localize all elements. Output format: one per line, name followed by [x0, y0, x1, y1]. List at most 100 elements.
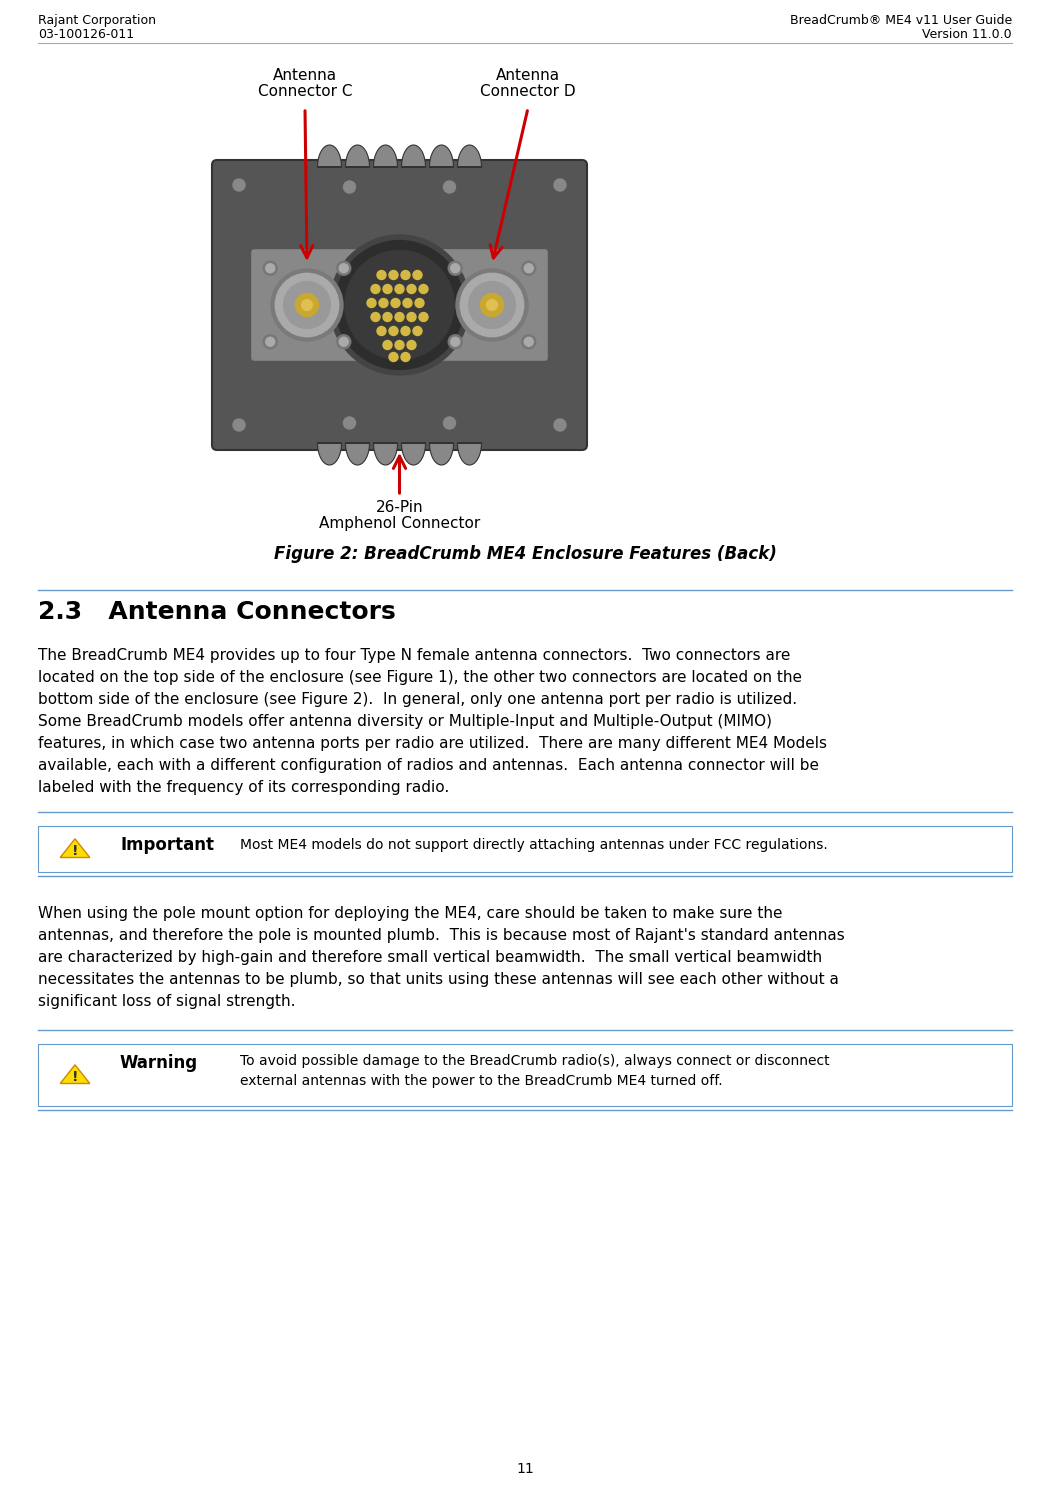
Polygon shape [429, 443, 454, 465]
Polygon shape [345, 443, 370, 465]
Circle shape [401, 327, 410, 335]
Circle shape [383, 285, 392, 294]
Circle shape [330, 236, 469, 376]
Text: BreadCrumb® ME4 v11 User Guide: BreadCrumb® ME4 v11 User Guide [790, 13, 1012, 27]
Circle shape [407, 313, 416, 322]
Circle shape [233, 419, 245, 431]
Circle shape [266, 264, 275, 273]
Circle shape [524, 264, 533, 273]
Circle shape [377, 270, 386, 279]
Text: Antenna: Antenna [273, 69, 337, 83]
Text: !: ! [71, 844, 79, 857]
Polygon shape [60, 839, 90, 857]
Circle shape [337, 335, 351, 349]
Circle shape [448, 261, 462, 276]
Circle shape [371, 313, 380, 322]
Circle shape [337, 261, 351, 276]
FancyBboxPatch shape [212, 160, 587, 450]
Circle shape [388, 270, 398, 279]
Text: Most ME4 models do not support directly attaching antennas under FCC regulations: Most ME4 models do not support directly … [240, 838, 827, 851]
Circle shape [419, 313, 428, 322]
Circle shape [379, 298, 388, 307]
Polygon shape [458, 443, 482, 465]
Circle shape [344, 250, 454, 359]
Circle shape [551, 416, 569, 434]
Circle shape [415, 298, 424, 307]
Text: located on the top side of the enclosure (see Figure 1), the other two connector: located on the top side of the enclosure… [38, 669, 802, 684]
Circle shape [377, 327, 386, 335]
Polygon shape [429, 145, 454, 167]
Polygon shape [401, 145, 425, 167]
Text: external antennas with the power to the BreadCrumb ME4 turned off.: external antennas with the power to the … [240, 1074, 722, 1088]
Circle shape [468, 282, 516, 328]
Circle shape [339, 337, 349, 346]
Circle shape [522, 261, 536, 276]
Circle shape [388, 352, 398, 361]
Circle shape [395, 340, 404, 349]
Circle shape [340, 177, 358, 195]
Circle shape [343, 417, 356, 429]
Text: 26-Pin: 26-Pin [376, 499, 423, 514]
Polygon shape [317, 443, 341, 465]
Text: Some BreadCrumb models offer antenna diversity or Multiple-Input and Multiple-Ou: Some BreadCrumb models offer antenna div… [38, 714, 772, 729]
Text: The BreadCrumb ME4 provides up to four Type N female antenna connectors.  Two co: The BreadCrumb ME4 provides up to four T… [38, 649, 791, 663]
Circle shape [395, 313, 404, 322]
Circle shape [443, 417, 456, 429]
Text: Important: Important [120, 836, 214, 854]
Circle shape [448, 335, 462, 349]
Circle shape [551, 176, 569, 194]
Circle shape [413, 327, 422, 335]
Circle shape [230, 176, 248, 194]
FancyBboxPatch shape [38, 826, 1012, 872]
Text: Amphenol Connector: Amphenol Connector [319, 516, 480, 531]
Circle shape [383, 340, 392, 349]
Circle shape [486, 300, 498, 310]
Circle shape [522, 335, 536, 349]
Circle shape [284, 282, 331, 328]
Text: Warning: Warning [120, 1054, 198, 1072]
Polygon shape [374, 145, 398, 167]
Circle shape [450, 264, 460, 273]
Text: Antenna: Antenna [496, 69, 560, 83]
Circle shape [441, 177, 459, 195]
FancyBboxPatch shape [436, 249, 548, 361]
Circle shape [413, 270, 422, 279]
Circle shape [460, 273, 524, 337]
FancyBboxPatch shape [251, 249, 363, 361]
Circle shape [371, 285, 380, 294]
Circle shape [407, 285, 416, 294]
Circle shape [443, 180, 456, 192]
Text: features, in which case two antenna ports per radio are utilized.  There are man: features, in which case two antenna port… [38, 737, 827, 751]
Circle shape [264, 261, 277, 276]
Text: 11: 11 [517, 1463, 533, 1476]
Polygon shape [317, 145, 341, 167]
Circle shape [456, 268, 528, 341]
Circle shape [388, 327, 398, 335]
Text: significant loss of signal strength.: significant loss of signal strength. [38, 994, 295, 1009]
Polygon shape [60, 1065, 90, 1084]
Circle shape [554, 179, 566, 191]
Circle shape [339, 264, 349, 273]
Text: 2.3   Antenna Connectors: 2.3 Antenna Connectors [38, 599, 396, 625]
Circle shape [441, 414, 459, 432]
Circle shape [524, 337, 533, 346]
Circle shape [391, 298, 400, 307]
Circle shape [368, 298, 376, 307]
Polygon shape [401, 443, 425, 465]
Circle shape [419, 285, 428, 294]
Circle shape [275, 273, 339, 337]
FancyBboxPatch shape [38, 1044, 1012, 1106]
Circle shape [266, 337, 275, 346]
Circle shape [481, 294, 504, 316]
Text: To avoid possible damage to the BreadCrumb radio(s), always connect or disconnec: To avoid possible damage to the BreadCru… [240, 1054, 830, 1068]
Polygon shape [458, 145, 482, 167]
Polygon shape [374, 443, 398, 465]
Text: antennas, and therefore the pole is mounted plumb.  This is because most of Raja: antennas, and therefore the pole is moun… [38, 927, 845, 942]
Text: are characterized by high-gain and therefore small vertical beamwidth.  The smal: are characterized by high-gain and there… [38, 950, 822, 965]
Circle shape [301, 300, 313, 310]
Text: Rajant Corporation: Rajant Corporation [38, 13, 156, 27]
Circle shape [554, 419, 566, 431]
Circle shape [340, 414, 358, 432]
Circle shape [407, 340, 416, 349]
Circle shape [264, 335, 277, 349]
